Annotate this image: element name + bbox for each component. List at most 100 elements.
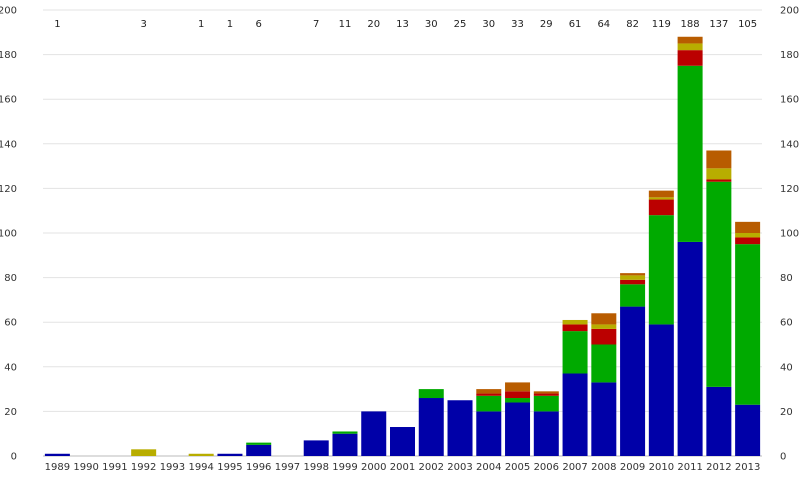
bar-2011-segment-1 xyxy=(677,241,703,456)
x-axis-labels: 1989 1990 1991 1992 1993 1994 1995 1996 1997 1998… xyxy=(45,462,761,473)
bar-2013-segment-5 xyxy=(735,221,761,233)
bar-2011-segment-2 xyxy=(677,65,703,242)
y-tick-right-140: 140 xyxy=(780,139,799,150)
y-tick-right-180: 180 xyxy=(780,50,799,61)
bar-1989-segment-1 xyxy=(44,453,70,456)
x-tick-2000: 2000 xyxy=(361,462,386,473)
x-tick-2006: 2006 xyxy=(534,462,559,473)
bar-1992-segment-4 xyxy=(131,449,157,456)
bar-2010-segment-3 xyxy=(648,199,674,216)
total-label-2010: 119 xyxy=(652,19,671,30)
total-label-2013: 105 xyxy=(738,19,757,30)
y-tick-right-200: 200 xyxy=(780,6,799,17)
total-label-1992: 3 xyxy=(140,19,146,30)
x-tick-2001: 2001 xyxy=(390,462,415,473)
bar-2006-segment-1 xyxy=(533,411,559,456)
bar-1999-segment-2 xyxy=(332,431,358,434)
x-tick-2002: 2002 xyxy=(419,462,444,473)
y-tick-right-120: 120 xyxy=(780,184,799,195)
y-tick-left-100: 100 xyxy=(0,229,17,240)
bar-2010-segment-4 xyxy=(648,197,674,200)
bar-total-labels: 1 3 1 1 6 7 11 20 13 30 25 30 33 29 61 64 82 119 188 137 105 xyxy=(54,19,757,30)
total-label-2004: 30 xyxy=(482,19,495,30)
y-tick-right-100: 100 xyxy=(780,229,799,240)
bar-2011-segment-4 xyxy=(677,43,703,51)
bar-2008-segment-1 xyxy=(591,382,617,456)
bar-2009-segment-3 xyxy=(620,279,646,285)
x-tick-2013: 2013 xyxy=(735,462,760,473)
bar-2010-segment-5 xyxy=(648,190,674,198)
x-tick-2010: 2010 xyxy=(649,462,674,473)
bar-2008-segment-4 xyxy=(591,324,617,329)
total-label-1989: 1 xyxy=(54,19,60,30)
bar-2012-segment-4 xyxy=(706,168,732,180)
y-tick-left-200: 200 xyxy=(0,6,17,17)
x-tick-1992: 1992 xyxy=(131,462,156,473)
x-tick-1996: 1996 xyxy=(246,462,271,473)
bar-2011-segment-3 xyxy=(677,50,703,66)
bar-2005-segment-3 xyxy=(505,391,531,399)
bar-1998-segment-1 xyxy=(303,440,329,456)
bar-2000-segment-1 xyxy=(361,411,387,456)
y-tick-left-160: 160 xyxy=(0,95,17,106)
bar-2007-segment-3 xyxy=(562,324,588,332)
bar-2007-segment-1 xyxy=(562,373,588,456)
bar-2012-segment-3 xyxy=(706,179,732,182)
bar-1994-segment-4 xyxy=(188,453,214,456)
y-tick-left-40: 40 xyxy=(4,362,17,373)
x-tick-1994: 1994 xyxy=(188,462,213,473)
total-label-2003: 25 xyxy=(454,19,467,30)
total-label-1998: 7 xyxy=(313,19,319,30)
x-tick-2012: 2012 xyxy=(706,462,731,473)
bar-2006-segment-3 xyxy=(533,393,559,396)
total-label-2000: 20 xyxy=(367,19,380,30)
bar-1995-segment-1 xyxy=(217,453,243,456)
bar-2009-segment-1 xyxy=(620,306,646,456)
bar-2010-segment-2 xyxy=(648,215,674,325)
y-tick-right-0: 0 xyxy=(780,452,786,463)
bar-2004-segment-1 xyxy=(476,411,502,456)
bar-2007-segment-2 xyxy=(562,331,588,374)
x-tick-2009: 2009 xyxy=(620,462,645,473)
x-tick-2003: 2003 xyxy=(447,462,472,473)
y-tick-left-0: 0 xyxy=(11,452,17,463)
y-tick-right-80: 80 xyxy=(780,273,793,284)
bar-2013-segment-1 xyxy=(735,404,761,456)
total-label-2011: 188 xyxy=(681,19,700,30)
x-tick-2005: 2005 xyxy=(505,462,530,473)
total-label-2005: 33 xyxy=(511,19,524,30)
x-tick-2008: 2008 xyxy=(591,462,616,473)
x-tick-1998: 1998 xyxy=(303,462,328,473)
x-tick-1999: 1999 xyxy=(332,462,357,473)
grid-lines xyxy=(43,9,762,457)
y-tick-right-20: 20 xyxy=(780,407,793,418)
x-tick-1990: 1990 xyxy=(73,462,98,473)
x-tick-1995: 1995 xyxy=(217,462,242,473)
y-axis-right-ticks: 0 20 40 60 80 100 120 140 160 180 200 xyxy=(780,6,799,463)
y-axis-left-ticks: 0 20 40 60 80 100 120 140 160 180 200 xyxy=(0,6,17,463)
y-tick-right-60: 60 xyxy=(780,318,793,329)
total-label-1996: 6 xyxy=(256,19,262,30)
x-tick-1993: 1993 xyxy=(160,462,185,473)
bar-2001-segment-1 xyxy=(390,427,415,456)
x-tick-2011: 2011 xyxy=(677,462,702,473)
bar-1999-segment-1 xyxy=(332,433,358,456)
bar-2002-segment-2 xyxy=(418,389,444,399)
total-label-2008: 64 xyxy=(597,19,610,30)
bar-2008-segment-3 xyxy=(591,328,617,345)
bars xyxy=(44,36,761,456)
y-tick-right-160: 160 xyxy=(780,95,799,106)
bar-2008-segment-2 xyxy=(591,344,617,383)
y-tick-left-80: 80 xyxy=(4,273,17,284)
bar-2009-segment-5 xyxy=(620,273,646,276)
bar-2013-segment-2 xyxy=(735,244,761,405)
bar-2008-segment-5 xyxy=(591,313,617,325)
y-tick-right-40: 40 xyxy=(780,362,793,373)
bar-2012-segment-2 xyxy=(706,181,732,387)
bar-2005-segment-1 xyxy=(505,402,531,456)
bar-2012-segment-5 xyxy=(706,150,732,169)
y-tick-left-120: 120 xyxy=(0,184,17,195)
bar-2003-segment-1 xyxy=(447,400,473,456)
total-label-2012: 137 xyxy=(709,19,728,30)
